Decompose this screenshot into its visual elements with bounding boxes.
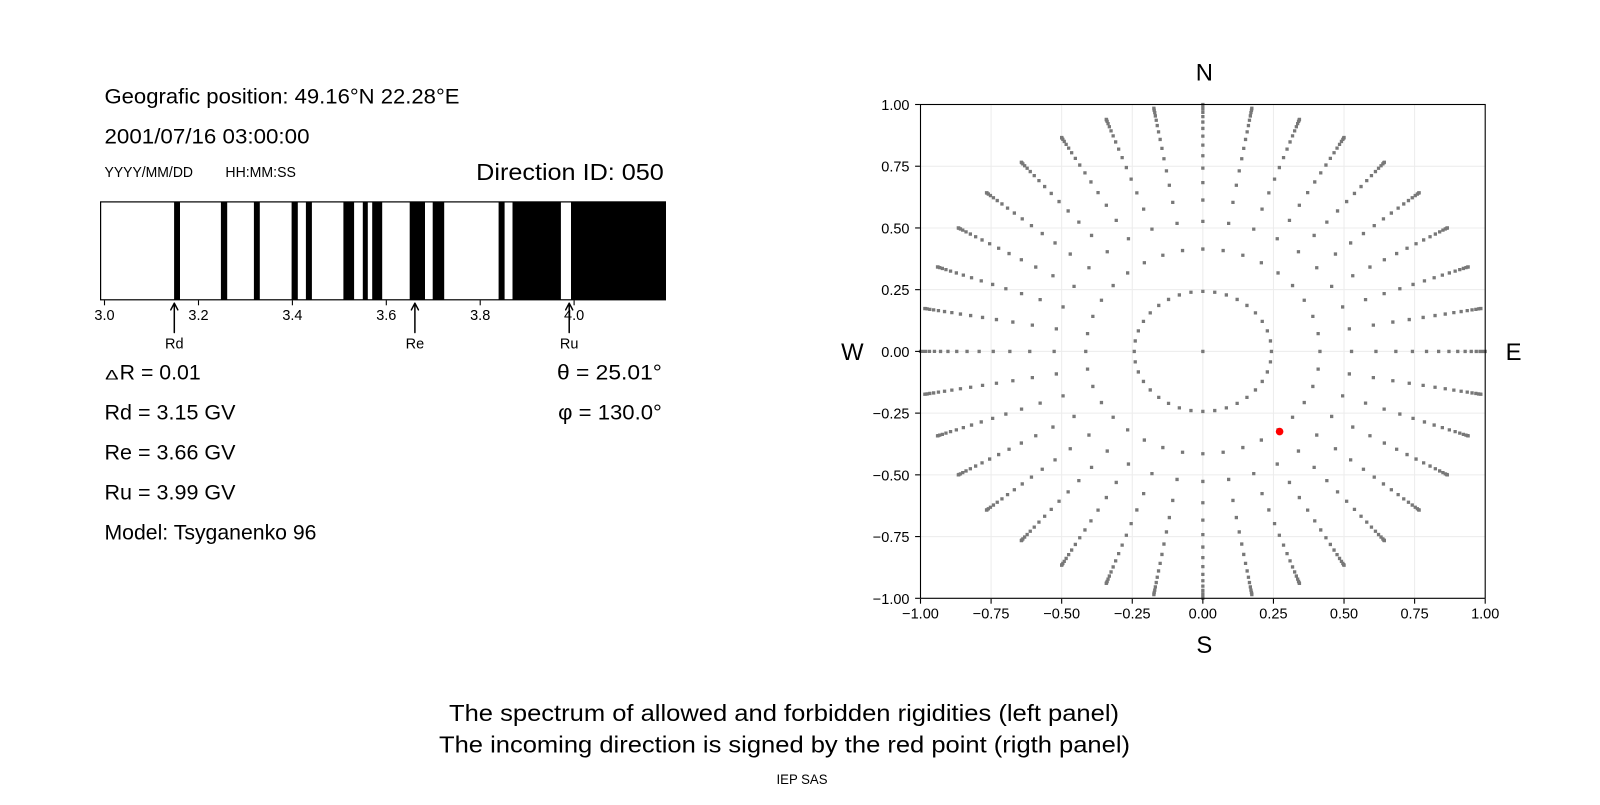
svg-text:The incoming direction is sign: The incoming direction is signed by the … — [439, 732, 1130, 758]
svg-text:−0.25: −0.25 — [873, 407, 910, 423]
svg-text:N: N — [1196, 60, 1213, 87]
svg-text:Geografic position: 49.16°N 22: Geografic position: 49.16°N 22.28°E — [105, 86, 460, 109]
svg-text:−0.75: −0.75 — [973, 606, 1010, 622]
svg-text:0.50: 0.50 — [1330, 606, 1358, 622]
svg-text:0.75: 0.75 — [881, 160, 909, 176]
svg-text:0.00: 0.00 — [1189, 606, 1217, 622]
svg-text:S: S — [1196, 632, 1212, 659]
svg-text:−0.25: −0.25 — [1114, 606, 1151, 622]
svg-text:W: W — [841, 339, 864, 366]
svg-text:Rd = 3.15 GV: Rd = 3.15 GV — [105, 401, 236, 424]
svg-text:0.25: 0.25 — [1259, 606, 1287, 622]
svg-text:The spectrum of allowed and fo: The spectrum of allowed and forbidden ri… — [449, 700, 1119, 726]
svg-text:Rd: Rd — [165, 337, 184, 353]
svg-text:Re: Re — [406, 337, 425, 353]
svg-text:−0.50: −0.50 — [1043, 606, 1080, 622]
svg-text:4.0: 4.0 — [564, 308, 584, 324]
svg-text:−1.00: −1.00 — [873, 592, 910, 608]
svg-text:1.00: 1.00 — [1471, 606, 1499, 622]
svg-text:Model: Tsyganenko 96: Model: Tsyganenko 96 — [105, 522, 317, 545]
svg-text:Direction ID: 050: Direction ID: 050 — [476, 159, 664, 185]
svg-text:0.00: 0.00 — [881, 345, 909, 361]
svg-text:Re = 3.66 GV: Re = 3.66 GV — [105, 441, 236, 464]
svg-text:−0.75: −0.75 — [873, 530, 910, 546]
svg-text:2001/07/16 03:00:00: 2001/07/16 03:00:00 — [105, 126, 310, 149]
svg-text:0.50: 0.50 — [881, 221, 909, 237]
svg-text:1.00: 1.00 — [881, 98, 909, 114]
svg-text:HH:MM:SS: HH:MM:SS — [225, 164, 296, 181]
svg-text:θ = 25.01°: θ = 25.01° — [557, 362, 662, 385]
svg-text:Ru = 3.99 GV: Ru = 3.99 GV — [105, 482, 236, 505]
svg-text:3.0: 3.0 — [94, 308, 114, 324]
svg-text:3.4: 3.4 — [282, 308, 302, 324]
svg-text:−1.00: −1.00 — [902, 606, 939, 622]
svg-text:R = 0.01: R = 0.01 — [120, 362, 201, 385]
svg-text:3.8: 3.8 — [470, 308, 490, 324]
svg-text:3.2: 3.2 — [188, 308, 208, 324]
svg-text:Ru: Ru — [560, 337, 579, 353]
svg-text:−0.50: −0.50 — [873, 468, 910, 484]
svg-text:YYYY/MM/DD: YYYY/MM/DD — [105, 164, 194, 181]
svg-text:φ = 130.0°: φ = 130.0° — [558, 401, 662, 424]
svg-text:IEP SAS: IEP SAS — [777, 771, 828, 787]
svg-text:3.6: 3.6 — [376, 308, 396, 324]
svg-text:0.25: 0.25 — [881, 283, 909, 299]
svg-text:E: E — [1506, 339, 1522, 366]
svg-text:Δ: Δ — [105, 368, 118, 383]
svg-text:0.75: 0.75 — [1400, 606, 1428, 622]
